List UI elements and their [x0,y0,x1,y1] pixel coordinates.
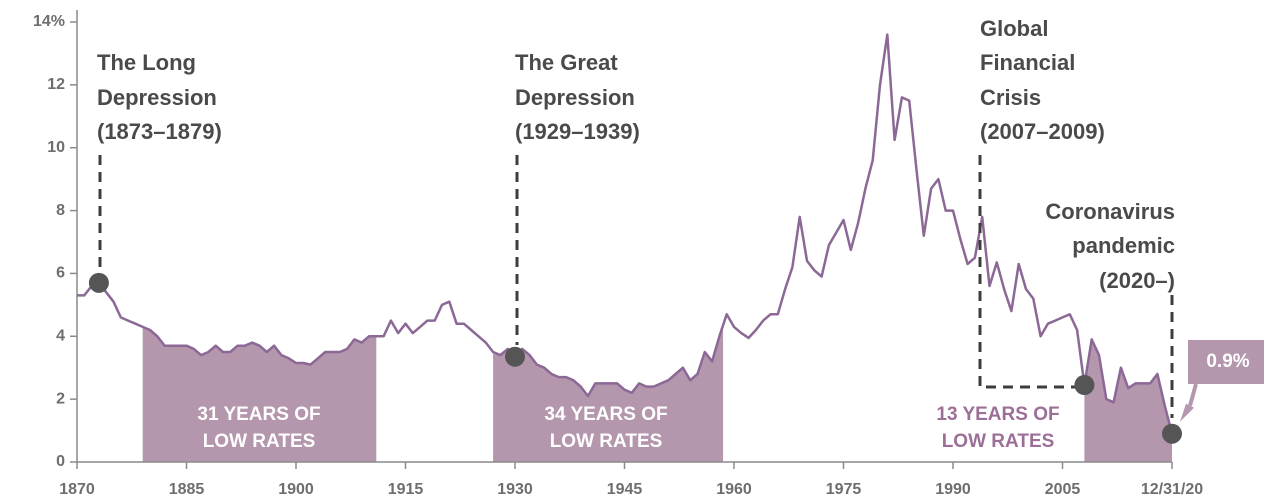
low-rate-region [493,325,724,462]
x-tick-label: 1945 [607,481,643,498]
event-label: Global [980,16,1048,41]
y-tick-label: 14% [33,13,65,30]
event-label: Crisis [980,85,1041,110]
event-label: Depression [97,85,217,110]
event-label: (1929–1939) [515,119,640,144]
low-rate-region [1084,339,1172,462]
y-tick-label: 4 [56,328,65,345]
region-label: 34 YEARS OF [544,404,667,425]
x-tick-label: 1990 [935,481,971,498]
low-rate-region [142,326,377,462]
y-tick-label: 10 [47,139,65,156]
event-label: Depression [515,85,635,110]
callout-box [1188,340,1264,384]
region-label: 13 YEARS OF [936,404,1059,425]
x-tick-label: 1900 [278,481,314,498]
y-tick-label: 2 [56,390,65,407]
x-tick-label: 1870 [59,481,95,498]
event-dot [1162,423,1182,444]
y-tick-label: 0 [56,453,65,470]
event-label: The Long [97,50,196,75]
x-tick-label: 12/31/20 [1141,481,1203,498]
y-tick-label: 8 [56,202,65,219]
event-label: Financial [980,50,1075,75]
event-dot [88,272,109,293]
x-tick-label: 1975 [826,481,862,498]
event-label: (2007–2009) [980,119,1105,144]
callout-stem [1188,383,1198,407]
callout-label: 0.9% [1206,351,1249,372]
event-label: pandemic [1072,233,1175,258]
event-label: The Great [515,50,618,75]
y-tick-label: 12 [47,76,65,93]
callout-arrow [1180,403,1194,422]
event-leader [978,155,1077,389]
event-dot [1074,375,1095,395]
y-tick-label: 6 [56,265,65,282]
x-tick-label: 2005 [1045,481,1081,498]
event-label: (2020–) [1099,268,1175,293]
event-label: Coronavirus [1045,199,1175,224]
rate-line [77,33,1174,435]
x-tick-label: 1930 [497,481,533,498]
region-label: 31 YEARS OF [197,404,320,425]
x-tick-label: 1885 [169,481,205,498]
event-dot [505,346,525,367]
region-label: LOW RATES [550,431,663,452]
x-tick-label: 1960 [716,481,752,498]
event-label: (1873–1879) [97,119,222,144]
region-label: LOW RATES [942,431,1055,452]
x-tick-label: 1915 [388,481,424,498]
region-label: LOW RATES [203,431,316,452]
